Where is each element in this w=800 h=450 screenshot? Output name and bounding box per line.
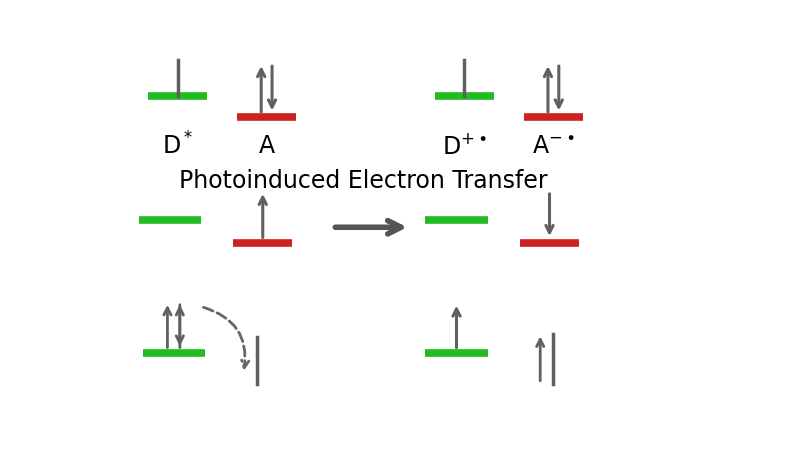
Text: D$^*$: D$^*$: [162, 133, 193, 160]
Text: A$^{-\bullet}$: A$^{-\bullet}$: [532, 135, 575, 158]
Text: A: A: [258, 135, 274, 158]
FancyArrowPatch shape: [203, 307, 249, 368]
Text: D$^{+\bullet}$: D$^{+\bullet}$: [442, 134, 486, 159]
Text: Photoinduced Electron Transfer: Photoinduced Electron Transfer: [179, 169, 548, 193]
